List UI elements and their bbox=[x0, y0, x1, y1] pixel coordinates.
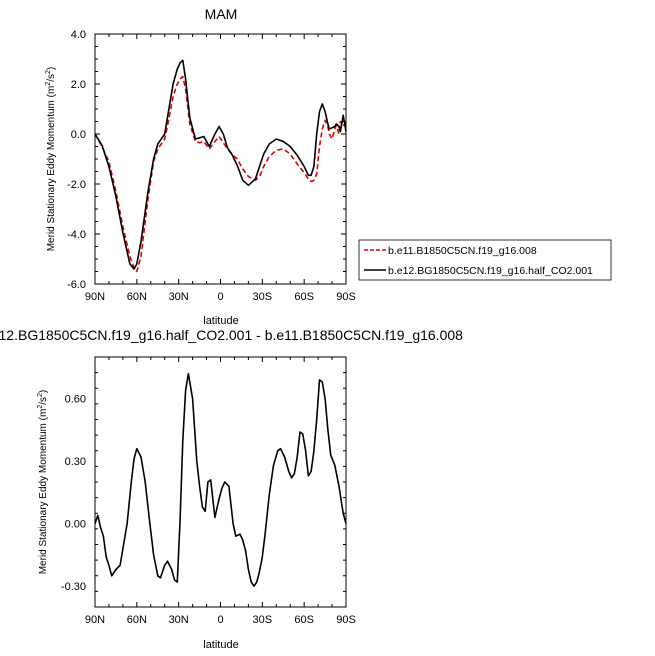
bottom-chart-tick-labels: 90N 60N 30N 0 30S 60S 90S 0.60 0.30 0.00 -0.30 bbox=[61, 394, 356, 626]
top-x-axis-label: latitude bbox=[203, 315, 238, 327]
y-tick-label: 4.0 bbox=[71, 29, 86, 41]
x-tick-label: 30N bbox=[169, 291, 189, 303]
top-panel: MAM 90N 60N 30N 0 30S 60S 90S 4.0 2.0 0.0 -2.0 -4.0… bbox=[45, 6, 356, 327]
y-tick-label: -6.0 bbox=[67, 279, 86, 291]
y-tick-label: 0.60 bbox=[65, 394, 86, 406]
y-tick-label: -0.30 bbox=[61, 581, 86, 593]
bottom-x-axis-label: latitude bbox=[203, 639, 238, 651]
top-chart-title: MAM bbox=[205, 6, 238, 22]
x-tick-label: 90N bbox=[85, 291, 105, 303]
y-tick-label: 0.0 bbox=[71, 129, 86, 141]
x-tick-label: 60S bbox=[294, 291, 314, 303]
x-tick-label: 90S bbox=[336, 291, 356, 303]
x-tick-label: 60N bbox=[127, 614, 147, 626]
bottom-plot-frame bbox=[94, 356, 347, 608]
top-plot-frame bbox=[94, 33, 347, 285]
legend: b.e11.B1850C5CN.f19_g16.008 b.e12.BG1850… bbox=[358, 239, 612, 281]
x-tick-label: 30N bbox=[169, 614, 189, 626]
top-chart-ticks bbox=[94, 33, 347, 285]
bottom-chart-series bbox=[94, 372, 347, 587]
bottom-y-axis-label: Merid Stationary Eddy Momentum (m2/s2) bbox=[37, 390, 49, 575]
y-tick-label: 0.00 bbox=[65, 519, 86, 531]
x-tick-label: 0 bbox=[217, 614, 223, 626]
legend-box bbox=[358, 239, 612, 281]
x-tick-label: 30S bbox=[253, 291, 273, 303]
y-tick-label: 2.0 bbox=[71, 79, 86, 91]
legend-label-series-1: b.e11.B1850C5CN.f19_g16.008 bbox=[388, 245, 537, 257]
bottom-chart-title: b.e12.BG1850C5CN.f19_g16.half_CO2.001 - … bbox=[0, 327, 463, 343]
x-tick-label: 60S bbox=[294, 614, 314, 626]
x-tick-label: 90S bbox=[336, 614, 356, 626]
top-y-axis-label: Merid Stationary Eddy Momentum (m2/s2) bbox=[45, 67, 57, 252]
x-tick-label: 0 bbox=[217, 291, 223, 303]
series-line-1 bbox=[94, 372, 347, 587]
bottom-panel: b.e12.BG1850C5CN.f19_g16.half_CO2.001 - … bbox=[0, 327, 463, 651]
y-tick-label: -2.0 bbox=[67, 179, 86, 191]
bottom-chart-ticks bbox=[94, 356, 347, 608]
y-tick-label: 0.30 bbox=[65, 456, 86, 468]
x-tick-label: 90N bbox=[85, 614, 105, 626]
top-chart-tick-labels: 90N 60N 30N 0 30S 60S 90S 4.0 2.0 0.0 -2.0 -4.0 -6.0 bbox=[67, 29, 356, 303]
x-tick-label: 60N bbox=[127, 291, 147, 303]
y-tick-label: -4.0 bbox=[67, 229, 86, 241]
x-tick-label: 30S bbox=[253, 614, 273, 626]
series-line-2 bbox=[94, 59, 347, 270]
top-chart-series bbox=[94, 59, 347, 273]
legend-label-series-2: b.e12.BG1850C5CN.f19_g16.half_CO2.001 bbox=[388, 265, 593, 277]
